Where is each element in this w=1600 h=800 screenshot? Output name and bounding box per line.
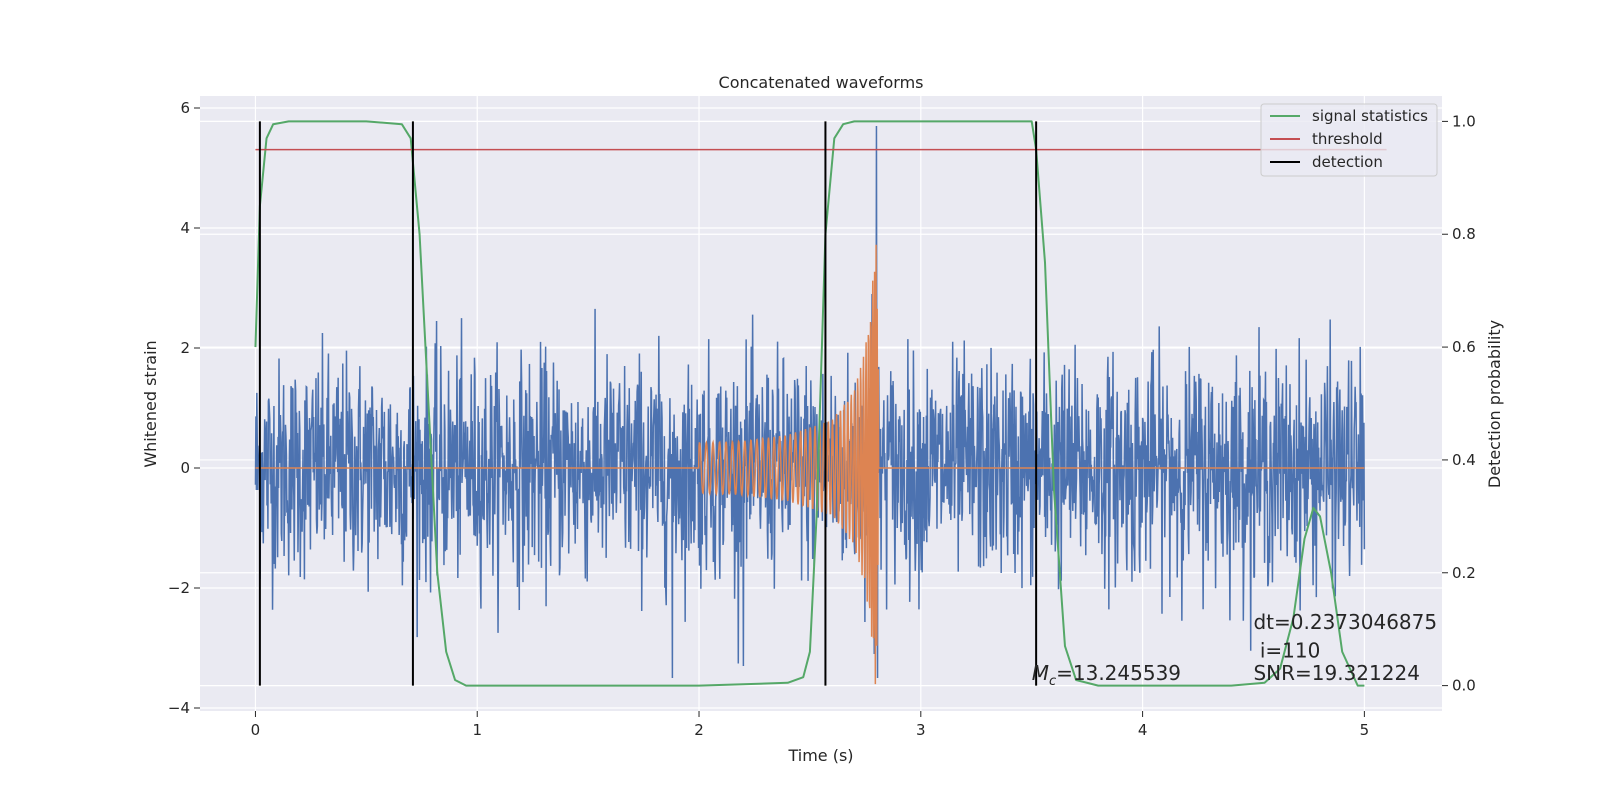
y2-tick-label: 0.2 bbox=[1452, 564, 1476, 582]
x-tick-label: 4 bbox=[1138, 721, 1148, 739]
y2-tick-label: 0.4 bbox=[1452, 451, 1476, 469]
y2-axis-label: Detection probability bbox=[1485, 320, 1504, 488]
annotation-chirp-mass-symbol: M bbox=[1032, 661, 1049, 685]
x-tick-label: 2 bbox=[694, 721, 704, 739]
y2-tick-label: 0.8 bbox=[1452, 225, 1476, 243]
signal-statistics-line bbox=[254, 120, 1365, 687]
annotation-chirp-mass: Mc=13.245539 bbox=[1032, 661, 1181, 689]
legend-box bbox=[1260, 103, 1438, 177]
annotation-chirp-mass-value: =13.245539 bbox=[1056, 661, 1181, 685]
x-tick-label: 3 bbox=[916, 721, 926, 739]
axes: 0 1 2 3 4 5 −4 −2 0 2 4 6 0.0 0.2 0.4 0.6 0.8 1.0 bbox=[168, 99, 1476, 739]
plot-data bbox=[254, 120, 1387, 687]
whitened-strain-line bbox=[254, 125, 1366, 679]
legend-label-threshold: threshold bbox=[1312, 130, 1383, 148]
chart-title: Concatenated waveforms bbox=[719, 73, 924, 92]
annotation-dt: dt=0.2373046875 bbox=[1253, 610, 1437, 634]
y-tick-label: −4 bbox=[168, 699, 190, 717]
annotation-index: i=110 bbox=[1253, 638, 1320, 662]
annotation-chirp-mass-subscript: c bbox=[1049, 674, 1056, 689]
y-tick-label: 4 bbox=[180, 219, 190, 237]
y2-tick-label: 0.0 bbox=[1452, 677, 1476, 695]
legend-label-signal-statistics: signal statistics bbox=[1312, 107, 1428, 125]
y2-tick-label: 1.0 bbox=[1452, 112, 1476, 130]
y-axis-label: Whitened strain bbox=[141, 340, 160, 467]
legend: signal statistics threshold detection bbox=[1260, 103, 1438, 177]
y2-tick-label: 0.6 bbox=[1452, 338, 1476, 356]
x-tick-label: 1 bbox=[472, 721, 482, 739]
annotation-snr: SNR=19.321224 bbox=[1253, 661, 1419, 685]
x-tick-label: 0 bbox=[251, 721, 261, 739]
x-tick-label: 5 bbox=[1360, 721, 1370, 739]
annotations: Mc=13.245539 SNR=19.321224 dt=0.23730468… bbox=[1032, 610, 1437, 689]
y-tick-label: 6 bbox=[180, 99, 190, 117]
y-tick-label: −2 bbox=[168, 579, 190, 597]
injected-signal-line bbox=[255, 244, 1365, 685]
legend-label-detection: detection bbox=[1312, 153, 1383, 171]
x-axis-label: Time (s) bbox=[787, 746, 853, 765]
y-tick-label: 0 bbox=[180, 459, 190, 477]
y-tick-label: 2 bbox=[180, 339, 190, 357]
